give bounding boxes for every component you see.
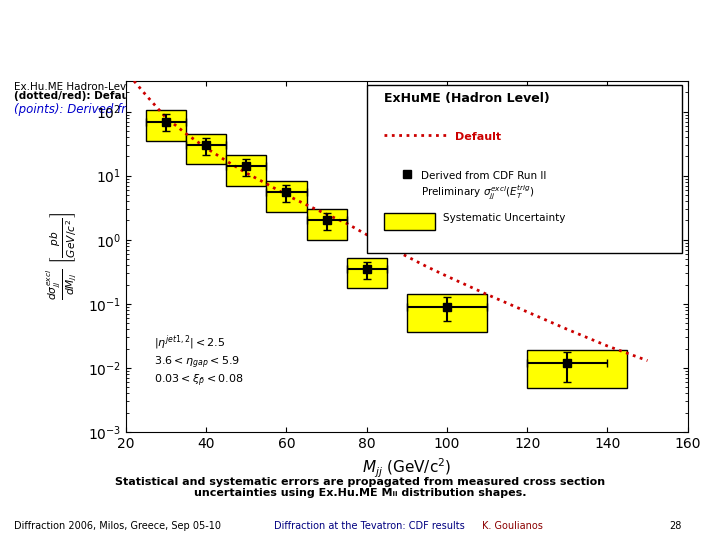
Text: 28: 28 xyxy=(670,521,682,531)
Text: Statistical and systematic errors are propagated from measured cross section
unc: Statistical and systematic errors are pr… xyxy=(115,477,605,498)
Text: Derived from CDF Run II
Preliminary $\sigma^{excl}_{jj}(E_T^{trig})$: Derived from CDF Run II Preliminary $\si… xyxy=(420,171,546,201)
Text: $|\eta^{jet1,2}| < 2.5$
$3.6 < \eta_{gap} < 5.9$
$0.03 < \xi_{\bar{p}} < 0.08$: $|\eta^{jet1,2}| < 2.5$ $3.6 < \eta_{gap… xyxy=(154,334,243,389)
Text: ExHuME (Hadron Level): ExHuME (Hadron Level) xyxy=(384,91,550,105)
Text: (points): Derived from CDF Run II Preliminary excl. dijet cross sections: (points): Derived from CDF Run II Prelim… xyxy=(14,103,430,116)
Y-axis label: $\frac{d\sigma^{excl}_{jj}}{dM_{jj}}$ $\left[\frac{pb}{GeV/c^2}\right]$: $\frac{d\sigma^{excl}_{jj}}{dM_{jj}}$ $\… xyxy=(45,213,79,300)
Text: Default: Default xyxy=(454,132,500,142)
Bar xyxy=(186,134,226,164)
X-axis label: $M_{jj}$ (GeV/c$^2$): $M_{jj}$ (GeV/c$^2$) xyxy=(362,456,451,480)
Text: JJ: JJ xyxy=(29,15,58,53)
FancyBboxPatch shape xyxy=(367,84,682,253)
Bar xyxy=(266,181,307,212)
Bar xyxy=(307,209,346,240)
Bar xyxy=(346,258,387,288)
Text: Diffraction 2006, Milos, Greece, Sep 05-10: Diffraction 2006, Milos, Greece, Sep 05-… xyxy=(14,521,222,531)
Text: (dotted/red): Default Ex.Hu.ME prediction: (dotted/red): Default Ex.Hu.ME predictio… xyxy=(14,91,261,102)
Text: Systematic Uncertainty: Systematic Uncertainty xyxy=(444,213,566,223)
Text: : cross section predictions: : cross section predictions xyxy=(119,17,668,51)
Bar xyxy=(226,155,266,186)
Text: excl: excl xyxy=(83,40,133,60)
Bar xyxy=(407,294,487,332)
Text: K. Goulianos: K. Goulianos xyxy=(482,521,544,531)
Text: Ex.Hu.ME Hadron-Level Differential Exclusive Dijet Cross Section vs Dijet Mass: Ex.Hu.ME Hadron-Level Differential Exclu… xyxy=(14,82,424,92)
Bar xyxy=(384,213,435,230)
Bar xyxy=(146,110,186,141)
Text: Diffraction at the Tevatron: CDF results: Diffraction at the Tevatron: CDF results xyxy=(274,521,464,531)
Bar xyxy=(527,350,627,388)
